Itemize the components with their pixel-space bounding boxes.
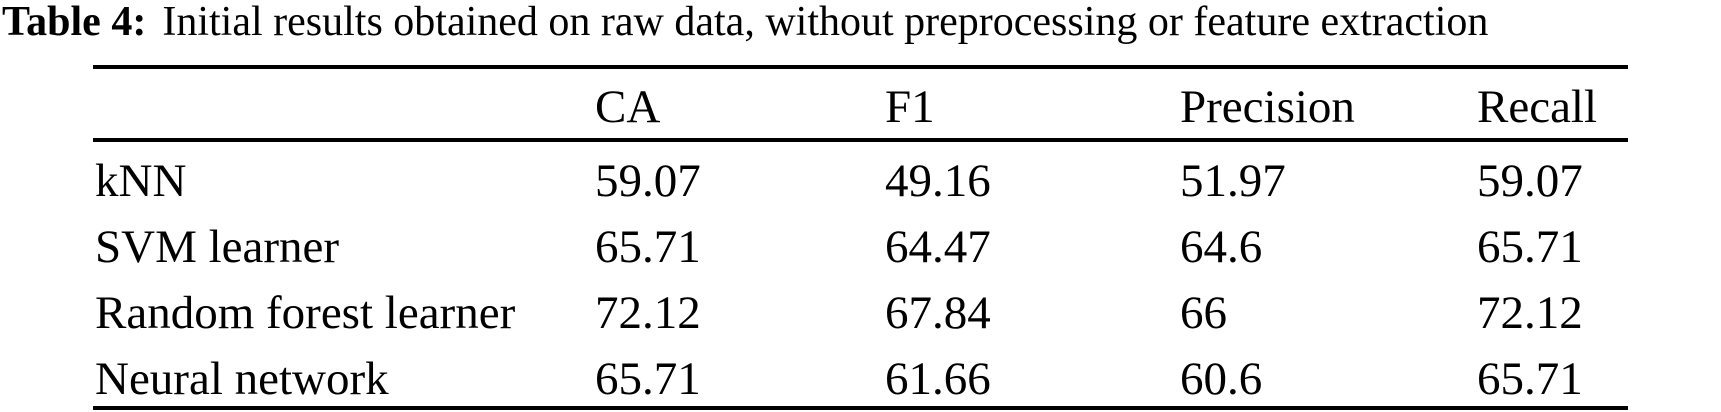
cell-recall: 72.12 — [1477, 287, 1583, 339]
cell-recall: 59.07 — [1477, 155, 1583, 207]
row-label: Random forest learner — [95, 287, 516, 339]
table-row-svm: SVM learner 65.71 64.47 64.6 65.71 — [93, 208, 1628, 274]
header-row: CA F1 Precision Recall — [93, 67, 1628, 140]
row-label: kNN — [95, 155, 187, 207]
cell-ca: 65.71 — [595, 221, 701, 273]
cell-ca: 65.71 — [595, 353, 701, 405]
cell-f1: 61.66 — [885, 353, 991, 405]
cell-precision: 66 — [1180, 287, 1227, 339]
cell-f1: 64.47 — [885, 221, 991, 273]
table-caption: Table 4: Initial results obtained on raw … — [2, 0, 1488, 49]
table-caption-text: Initial results obtained on raw data, wi… — [162, 0, 1489, 45]
header-cell-recall: Recall — [1477, 80, 1598, 133]
header-cell-precision: Precision — [1180, 80, 1355, 133]
table-row-knn: kNN 59.07 49.16 51.97 59.07 — [93, 140, 1628, 208]
header-cell-empty — [93, 67, 595, 140]
cell-precision: 51.97 — [1180, 155, 1286, 207]
header-cell-f1: F1 — [885, 80, 935, 133]
header-cell-ca: CA — [595, 80, 661, 133]
cell-f1: 49.16 — [885, 155, 991, 207]
cell-recall: 65.71 — [1477, 221, 1583, 273]
row-label: Neural network — [95, 353, 389, 405]
cell-precision: 60.6 — [1180, 353, 1263, 405]
cell-ca: 72.12 — [595, 287, 701, 339]
results-table: CA F1 Precision Recall kNN 59.07 49.16 5… — [93, 65, 1628, 410]
row-label: SVM learner — [95, 221, 340, 273]
table-caption-label: Table 4: — [2, 0, 147, 45]
table-row-neural-network: Neural network 65.71 61.66 60.6 65.71 — [93, 340, 1628, 408]
cell-ca: 59.07 — [595, 155, 701, 207]
table-row-random-forest: Random forest learner 72.12 67.84 66 72.… — [93, 274, 1628, 340]
cell-f1: 67.84 — [885, 287, 991, 339]
cell-recall: 65.71 — [1477, 353, 1583, 405]
cell-precision: 64.6 — [1180, 221, 1263, 273]
